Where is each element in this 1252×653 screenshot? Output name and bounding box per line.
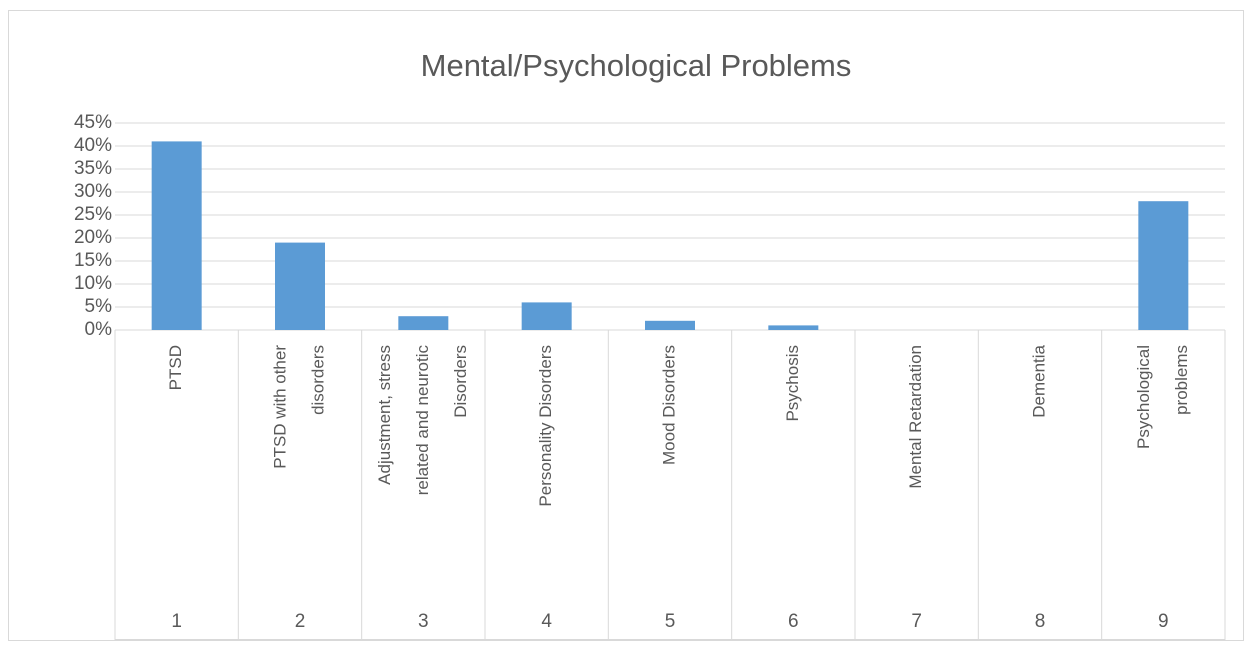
y-tick-label: 20%: [74, 227, 112, 248]
category-name: Psychological: [1134, 345, 1153, 449]
x-tick-label: 8: [1035, 611, 1046, 632]
bar: [768, 325, 819, 330]
category-name: Adjustment, stress: [375, 345, 394, 485]
category-name: Psychosis: [783, 345, 802, 422]
x-tick-label: 9: [1158, 611, 1169, 632]
x-tick-label: 5: [665, 611, 676, 632]
category-name: PTSD: [166, 345, 185, 390]
y-tick-label: 0%: [85, 319, 113, 340]
x-tick-label: 3: [418, 611, 429, 632]
bar: [398, 316, 449, 330]
bar: [151, 141, 202, 330]
bar: [645, 320, 695, 330]
x-tick-label: 4: [541, 611, 552, 632]
x-tick-label: 2: [295, 611, 306, 632]
category-name: Personality Disorders: [536, 345, 555, 507]
category-name: PTSD with other: [270, 345, 289, 469]
x-tick-label: 7: [911, 611, 922, 632]
y-tick-label: 25%: [74, 204, 112, 225]
chart-title: Mental/Psychological Problems: [421, 48, 852, 83]
y-tick-label: 15%: [74, 250, 112, 271]
category-name: Dementia: [1029, 344, 1048, 417]
bar: [521, 302, 572, 330]
category-name: disorders: [308, 345, 327, 415]
bar: [1138, 201, 1189, 330]
y-tick-label: 30%: [74, 181, 112, 202]
category-name: related and neurotic: [413, 345, 432, 496]
y-tick-label: 35%: [74, 158, 112, 179]
y-tick-label: 10%: [74, 273, 112, 294]
x-tick-label: 6: [788, 611, 799, 632]
category-name: Mood Disorders: [659, 345, 678, 465]
category-name: Mental Retardation: [906, 345, 925, 489]
y-tick-label: 45%: [74, 112, 112, 133]
y-tick-label: 40%: [74, 135, 112, 156]
x-tick-label: 1: [171, 611, 182, 632]
category-name: Disorders: [451, 345, 470, 418]
chart-border: [8, 10, 1244, 641]
category-name: problems: [1172, 345, 1191, 415]
y-tick-label: 5%: [85, 296, 113, 317]
bar: [275, 242, 325, 330]
